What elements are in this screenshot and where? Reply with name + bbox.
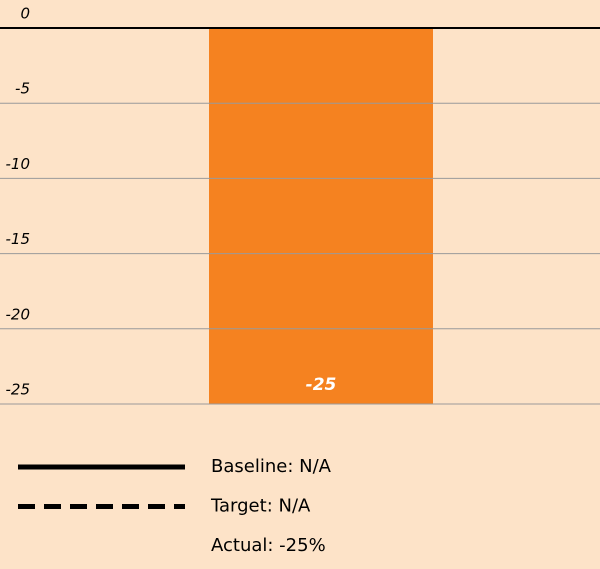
y-tick-label: -15 [6,230,31,248]
y-tick-label: -5 [15,80,30,98]
legend-label: Actual: -25% [211,535,326,556]
legend-label: Baseline: N/A [211,456,332,477]
y-tick-label: -20 [6,305,31,323]
data-label: -25 [306,375,337,395]
legend-label: Target: N/A [210,496,311,517]
bar [209,28,433,404]
y-tick-label: -25 [6,381,31,399]
y-tick-label: -10 [6,155,31,173]
y-tick-label: 0 [20,5,30,23]
